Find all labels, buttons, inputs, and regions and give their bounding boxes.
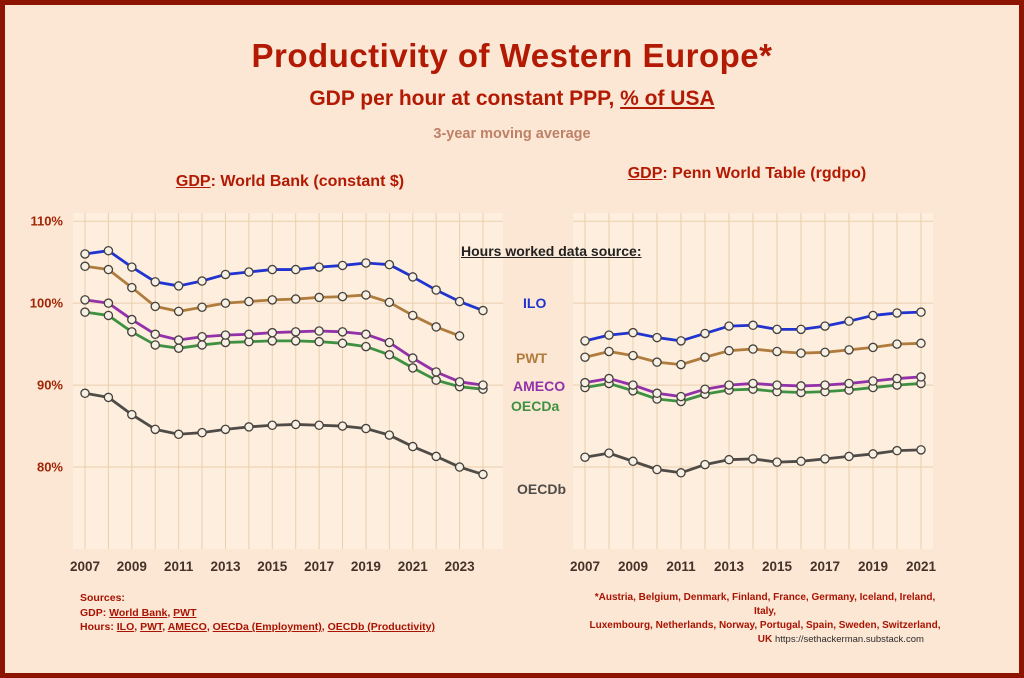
sources-title: Sources: xyxy=(80,592,125,604)
svg-text:2023: 2023 xyxy=(445,559,476,574)
moving-average-note: 3-year moving average xyxy=(433,126,591,142)
source-text: , xyxy=(167,606,174,619)
chart-title-gdp-label: GDP xyxy=(627,165,663,182)
country-footnote-line1: *Austria, Belgium, Denmark, Finland, Fra… xyxy=(594,592,936,617)
source-link[interactable]: AMECO xyxy=(167,621,207,633)
svg-text:2015: 2015 xyxy=(257,559,288,574)
svg-text:2017: 2017 xyxy=(810,559,840,574)
source-text: , xyxy=(321,621,328,633)
source-text: , xyxy=(162,621,168,633)
sources-hours-line: Hours: ILO, PWT, AMECO, OECDa (Employmen… xyxy=(80,620,435,635)
substack-url[interactable]: https://sethackerman.substack.com xyxy=(775,634,924,645)
sources-block: Sources: GDP: World Bank, PWT Hours: ILO… xyxy=(80,591,435,635)
subtitle-pct-of-usa: % of USA xyxy=(620,87,715,110)
svg-text:2009: 2009 xyxy=(618,559,648,574)
chart-world-bank: 110% 100% 90% 80% 2007 2009 2011 2013 2015 2017 20… xyxy=(30,213,503,574)
chart-title-penn-world-table: GDP: Penn World Table (rgdpo) xyxy=(561,165,933,183)
svg-text:100%: 100% xyxy=(30,296,64,311)
svg-text:2013: 2013 xyxy=(210,559,241,574)
svg-text:110%: 110% xyxy=(30,214,63,229)
source-link[interactable]: PWT xyxy=(173,606,197,619)
page-subtitle: GDP per hour at constant PPP, % of USA xyxy=(5,87,1019,111)
source-link[interactable]: World Bank xyxy=(109,606,168,619)
svg-text:2019: 2019 xyxy=(351,559,381,574)
country-footnote: *Austria, Belgium, Denmark, Finland, Fra… xyxy=(585,591,945,647)
legend-label-oecda: OECDa xyxy=(511,398,560,414)
svg-text:2011: 2011 xyxy=(164,559,194,574)
subtitle-text: GDP per hour at constant PPP, xyxy=(309,87,621,110)
legend-label-oecdb: OECDb xyxy=(517,481,566,497)
country-footnote-line2: Luxembourg, Netherlands, Norway, Portuga… xyxy=(589,620,941,645)
svg-text:2007: 2007 xyxy=(570,559,600,574)
legend-label-ameco: AMECO xyxy=(513,378,566,394)
svg-text:2021: 2021 xyxy=(906,559,937,574)
svg-text:2009: 2009 xyxy=(117,559,147,574)
source-link[interactable]: OECDb (Productivity) xyxy=(327,621,435,633)
svg-text:2013: 2013 xyxy=(714,559,745,574)
legend-label-ilo: ILO xyxy=(523,295,547,311)
source-text: Hours: xyxy=(80,621,117,633)
svg-text:2019: 2019 xyxy=(858,559,888,574)
source-text: GDP: xyxy=(80,606,110,619)
svg-text:90%: 90% xyxy=(37,378,63,393)
legend-heading: Hours worked data source: xyxy=(461,243,642,259)
sources-gdp-line: GDP: World Bank, PWT xyxy=(80,606,435,621)
source-link[interactable]: ILO xyxy=(116,621,135,633)
svg-text:2007: 2007 xyxy=(70,559,100,574)
chart-title-rest: : World Bank (constant $) xyxy=(210,173,405,190)
source-link[interactable]: PWT xyxy=(140,621,163,633)
source-text: , xyxy=(206,621,213,633)
svg-text:2011: 2011 xyxy=(666,559,696,574)
chart-penn-world-table: 2007 2009 2011 2013 2015 2017 2019 2021 xyxy=(570,213,937,574)
svg-text:2021: 2021 xyxy=(398,559,429,574)
source-text: , xyxy=(134,621,141,633)
page-title: Productivity of Western Europe* xyxy=(251,37,773,74)
chart-title-rest: : Penn World Table (rgdpo) xyxy=(662,165,867,182)
chart-title-gdp-label: GDP xyxy=(175,173,211,190)
legend-label-pwt: PWT xyxy=(516,350,548,366)
svg-text:80%: 80% xyxy=(37,460,63,475)
svg-text:2017: 2017 xyxy=(304,559,334,574)
svg-text:2015: 2015 xyxy=(762,559,793,574)
source-link[interactable]: OECDa (Employment) xyxy=(212,621,322,633)
chart-title-world-bank: GDP: World Bank (constant $) xyxy=(75,173,505,191)
